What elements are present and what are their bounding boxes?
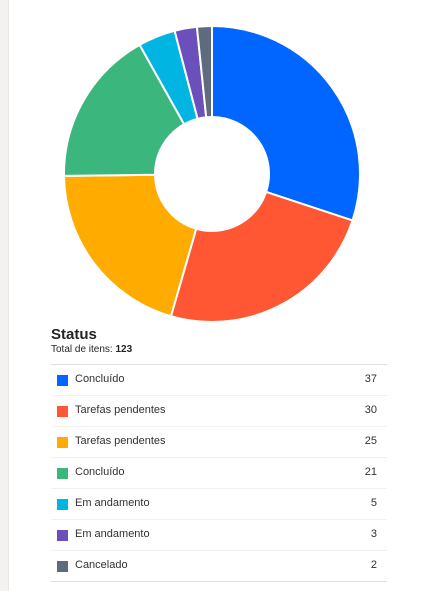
legend-value: 25 xyxy=(364,435,377,447)
legend-label: Em andamento xyxy=(75,528,150,540)
donut-chart xyxy=(62,24,361,323)
legend-label: Tarefas pendentes xyxy=(75,404,166,416)
legend-row[interactable]: Concluído 37 xyxy=(51,365,387,396)
legend-swatch xyxy=(57,406,68,417)
legend-swatch xyxy=(57,468,68,479)
legend-label: Em andamento xyxy=(75,497,150,509)
legend-value: 30 xyxy=(364,404,377,416)
legend-table: Concluído 37 Tarefas pendentes 30 Tarefa… xyxy=(51,364,387,582)
legend-value: 2 xyxy=(370,559,377,571)
donut-slice[interactable] xyxy=(169,190,354,323)
legend-row[interactable]: Concluído 21 xyxy=(51,458,387,489)
legend-swatch xyxy=(57,375,68,386)
legend-row[interactable]: Em andamento 5 xyxy=(51,489,387,520)
legend-row[interactable]: Em andamento 3 xyxy=(51,520,387,551)
legend-row[interactable]: Cancelado 2 xyxy=(51,551,387,582)
legend-row[interactable]: Tarefas pendentes 30 xyxy=(51,396,387,427)
donut-slice[interactable] xyxy=(211,24,361,222)
legend-label: Cancelado xyxy=(75,559,128,571)
legend-row[interactable]: Tarefas pendentes 25 xyxy=(51,427,387,458)
legend-value: 21 xyxy=(364,466,377,478)
donut-slice[interactable] xyxy=(62,173,198,318)
legend-label: Concluído xyxy=(75,373,125,385)
donut-slice[interactable] xyxy=(63,43,186,177)
chart-title: Status xyxy=(51,326,97,343)
legend-label: Tarefas pendentes xyxy=(75,435,166,447)
legend-value: 37 xyxy=(364,373,377,385)
legend-swatch xyxy=(57,561,68,572)
legend-value: 5 xyxy=(370,497,377,509)
total-count: 123 xyxy=(115,344,133,355)
chart-subtitle: Total de itens: 123 xyxy=(51,344,132,355)
panel-left-border xyxy=(0,0,9,591)
legend-label: Concluído xyxy=(75,466,125,478)
legend-swatch xyxy=(57,499,68,510)
subtitle-prefix: Total de itens: xyxy=(51,344,116,355)
legend-swatch xyxy=(57,437,68,448)
legend-swatch xyxy=(57,530,68,541)
legend-value: 3 xyxy=(370,528,377,540)
donut-slice[interactable] xyxy=(195,24,213,119)
